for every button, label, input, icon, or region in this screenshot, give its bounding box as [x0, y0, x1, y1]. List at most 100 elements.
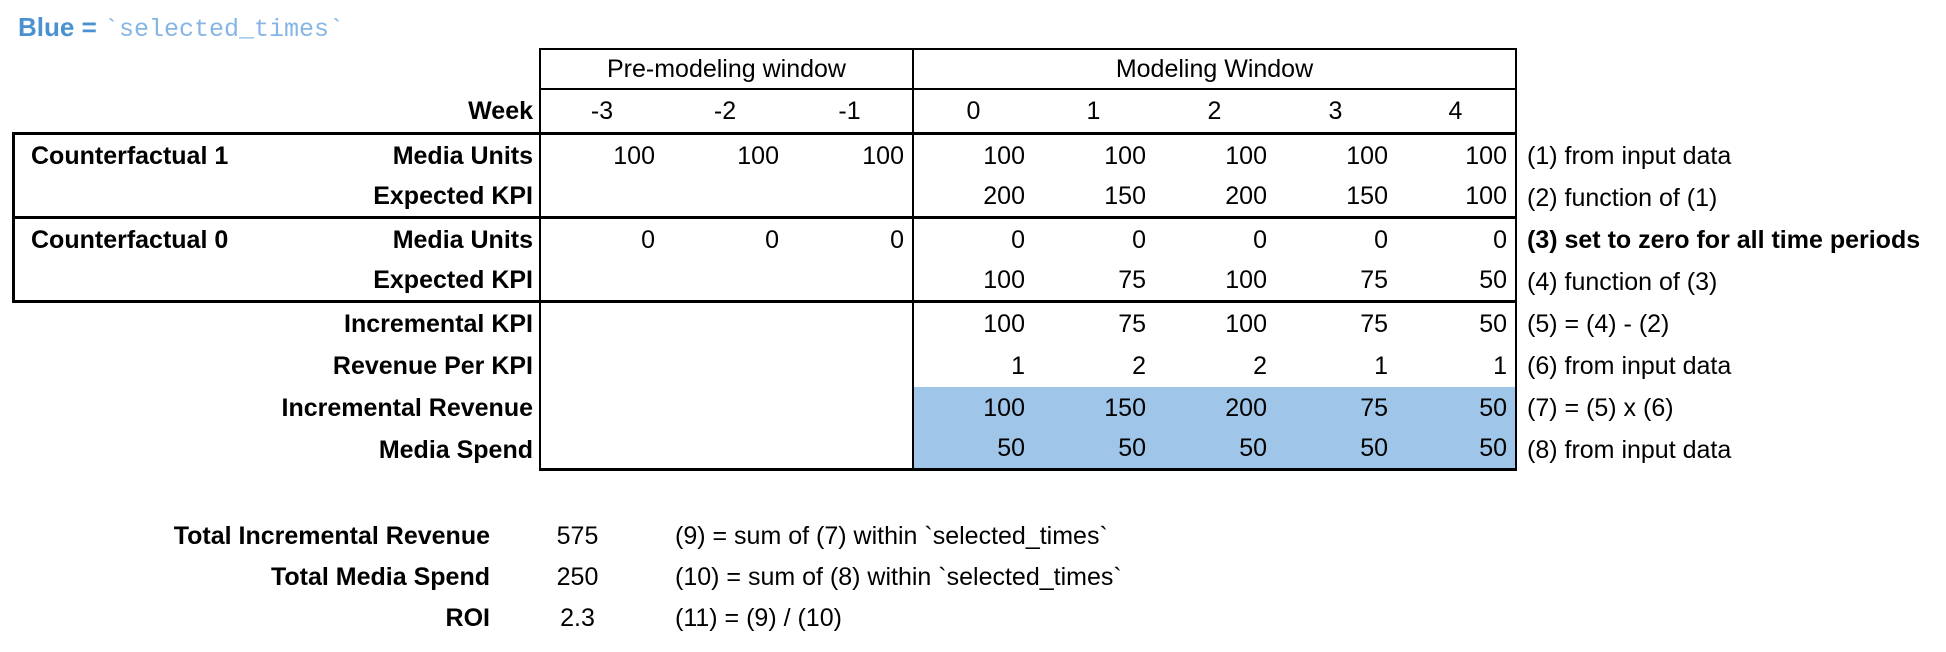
row-header-cf1-expected-kpi: Expected KPI [12, 177, 539, 219]
cell-value [787, 303, 912, 345]
cell-value [539, 177, 663, 219]
row-header-incremental-revenue: Incremental Revenue [12, 387, 539, 429]
summary-value-total-media-spend: 250 [556, 563, 599, 591]
summary-value-total-incremental-revenue: 575 [556, 522, 599, 550]
cell-value: 50 [1396, 261, 1517, 303]
cell-value [787, 429, 912, 471]
row-header-media-spend: Media Spend [12, 429, 539, 471]
cell-value: 75 [1033, 261, 1154, 303]
cell-value [663, 387, 787, 429]
cell-value [539, 303, 663, 345]
cell-value: 75 [1118, 309, 1146, 338]
cell-value: 150 [1275, 177, 1396, 219]
week-value: 3 [1275, 90, 1396, 135]
cell-value [539, 429, 663, 471]
cell-value: 100 [912, 261, 1033, 303]
cell-value: 100 [737, 141, 779, 170]
row-header-cf0-expected-kpi: Expected KPI [12, 261, 539, 303]
row-label: Revenue Per KPI [332, 351, 533, 380]
summary-label-total-media-spend: Total Media Spend [271, 563, 490, 591]
cell-value-highlighted: 100 [912, 387, 1033, 429]
cell-value [663, 261, 787, 303]
cell-value: 0 [1396, 219, 1517, 261]
week-value: 4 [1396, 90, 1517, 135]
cell-value: 0 [1132, 225, 1146, 254]
annotation-7: (7) = (5) x (6) [1527, 393, 1674, 422]
cell-value-highlighted: 50 [1396, 429, 1517, 471]
cell-value: 100 [912, 303, 1033, 345]
annotation-2: (2) function of (1) [1527, 183, 1718, 212]
row-label: Media Spend [378, 435, 533, 464]
week-value: -1 [787, 90, 912, 135]
row-header-revenue-per-kpi: Revenue Per KPI [12, 345, 539, 387]
cell-value-highlighted: 50 [1033, 429, 1154, 471]
cell-value-highlighted: 200 [1154, 387, 1275, 429]
cell-value-highlighted: 75 [1275, 387, 1396, 429]
row-label: Expected KPI [373, 266, 533, 294]
row-label: Media Units [392, 141, 533, 170]
week-value: 2 [1154, 90, 1275, 135]
summary-value-roi: 2.3 [560, 604, 595, 632]
cell-value: 0 [890, 225, 904, 254]
cell-value [663, 345, 787, 387]
cell-value [539, 345, 663, 387]
cell-value: 100 [539, 135, 663, 177]
cell-value-highlighted: 50 [912, 429, 1033, 471]
week-row-label: Week [12, 90, 539, 135]
week-value: -3 [539, 90, 663, 135]
cell-value: 100 [1154, 261, 1275, 303]
cell-value [787, 261, 912, 303]
annotation-1: (1) from input data [1527, 141, 1732, 170]
week-value: 0 [912, 90, 1033, 135]
summary-label-total-incremental-revenue: Total Incremental Revenue [173, 522, 490, 550]
annotation-9: (9) = sum of (7) within `selected_times` [675, 522, 1108, 550]
annotation-6: (6) from input data [1527, 351, 1732, 380]
cell-value [787, 177, 912, 219]
cell-value [787, 345, 912, 387]
cell-value: 200 [1154, 177, 1275, 219]
cell-value [539, 387, 663, 429]
cell-value: 0 [765, 225, 779, 254]
cell-value-highlighted: 50 [1154, 429, 1275, 471]
cell-value [787, 387, 912, 429]
pre-modeling-window-header: Pre-modeling window [539, 48, 912, 90]
title-prefix: Blue = [18, 12, 104, 42]
cell-value: 150 [1033, 177, 1154, 219]
row-header-cf1-media-units: Counterfactual 1 Media Units [12, 135, 539, 177]
cell-value: 100 [1346, 141, 1388, 170]
annotation-spacer [1517, 48, 1946, 90]
cell-value: 2 [1132, 351, 1146, 380]
summary-block: Total Incremental Revenue 575 (9) = sum … [12, 516, 1122, 639]
cell-value-highlighted: 50 [1275, 429, 1396, 471]
annotation-10: (10) = sum of (8) within `selected_times… [675, 563, 1122, 591]
week-value: 1 [1033, 90, 1154, 135]
row-header-incremental-kpi: Incremental KPI [12, 303, 539, 345]
cell-value: 0 [1253, 225, 1267, 254]
annotation-5: (5) = (4) - (2) [1527, 309, 1670, 338]
row-label: Incremental KPI [344, 309, 533, 338]
row-label: Media Units [392, 225, 533, 254]
cell-value: 200 [912, 177, 1033, 219]
cell-value: 100 [1225, 141, 1267, 170]
cell-value-highlighted: 50 [1396, 387, 1517, 429]
cell-value: 100 [862, 141, 904, 170]
cell-value: 100 [1225, 309, 1267, 338]
title-code-selected-times: `selected_times` [103, 15, 345, 44]
summary-label-roi: ROI [445, 604, 490, 632]
cell-value: 0 [912, 219, 1033, 261]
cell-value: 100 [1396, 177, 1517, 219]
cell-value: 1 [1374, 351, 1388, 380]
cell-value [663, 177, 787, 219]
cell-value [663, 303, 787, 345]
roi-table: Pre-modeling window Modeling Window Week… [12, 48, 1946, 471]
cell-value: 75 [1275, 261, 1396, 303]
cell-value-highlighted: 150 [1033, 387, 1154, 429]
cell-value [539, 261, 663, 303]
cell-value [663, 429, 787, 471]
annotation-8: (8) from input data [1527, 435, 1732, 464]
cell-value: 0 [1374, 225, 1388, 254]
row-label: Expected KPI [373, 182, 533, 210]
figure-title: Blue = `selected_times` [18, 12, 344, 44]
cell-value: 75 [1360, 309, 1388, 338]
